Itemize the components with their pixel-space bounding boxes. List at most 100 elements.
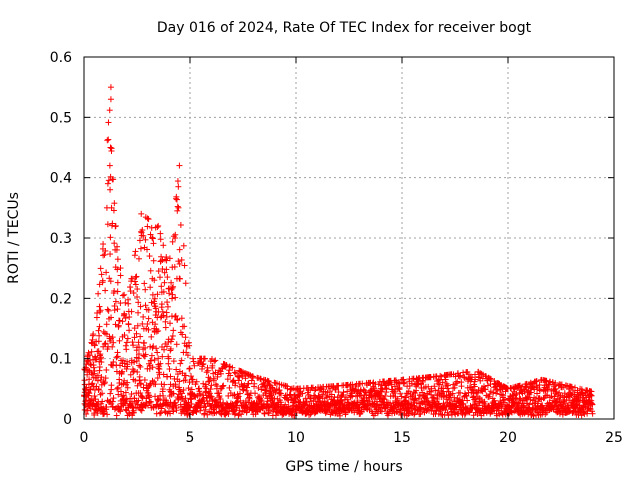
data-point bbox=[145, 326, 152, 333]
data-point bbox=[121, 291, 128, 298]
data-point bbox=[155, 327, 162, 334]
data-point bbox=[128, 391, 135, 398]
data-point bbox=[158, 253, 165, 260]
data-point bbox=[109, 220, 116, 227]
data-point bbox=[176, 162, 183, 169]
data-point bbox=[149, 291, 156, 298]
data-point bbox=[140, 232, 147, 239]
data-point bbox=[130, 409, 137, 416]
data-point bbox=[91, 342, 98, 349]
data-point bbox=[146, 362, 153, 369]
data-point bbox=[139, 320, 146, 327]
data-point bbox=[85, 367, 92, 374]
data-point bbox=[172, 312, 179, 319]
data-point bbox=[106, 162, 113, 169]
data-point bbox=[97, 265, 104, 272]
data-point bbox=[90, 331, 97, 338]
data-point bbox=[167, 345, 174, 352]
data-point bbox=[169, 285, 176, 292]
data-point bbox=[150, 257, 157, 264]
data-point bbox=[177, 360, 184, 367]
data-point bbox=[109, 334, 116, 341]
data-point bbox=[105, 307, 112, 314]
data-point bbox=[135, 255, 142, 262]
data-point bbox=[91, 411, 98, 418]
data-point bbox=[169, 332, 176, 339]
data-point bbox=[149, 235, 156, 242]
data-point bbox=[94, 310, 101, 317]
data-point bbox=[136, 237, 143, 244]
data-point bbox=[166, 366, 173, 373]
data-point bbox=[137, 363, 144, 370]
data-point bbox=[92, 396, 99, 403]
data-point bbox=[99, 390, 106, 397]
data-point bbox=[126, 314, 133, 321]
data-point bbox=[153, 328, 160, 335]
data-point bbox=[235, 377, 242, 384]
data-point bbox=[170, 327, 177, 334]
y-tick-labels: 0 0.1 0.2 0.3 0.4 0.5 0.6 bbox=[50, 50, 72, 428]
data-point bbox=[98, 359, 105, 366]
data-point bbox=[163, 257, 170, 264]
data-point bbox=[137, 245, 144, 252]
data-point bbox=[120, 380, 127, 387]
data-point bbox=[131, 278, 138, 285]
data-point bbox=[142, 286, 149, 293]
y-tick-label: 0 bbox=[63, 412, 72, 428]
data-point bbox=[162, 318, 169, 325]
data-point bbox=[126, 327, 133, 334]
data-point bbox=[90, 370, 97, 377]
data-point bbox=[166, 290, 173, 297]
data-point bbox=[139, 393, 146, 400]
data-point bbox=[113, 412, 120, 419]
data-point bbox=[157, 236, 164, 243]
y-tick-label: 0.2 bbox=[50, 291, 72, 307]
data-point bbox=[91, 393, 98, 400]
data-point bbox=[100, 252, 107, 259]
data-point bbox=[124, 363, 131, 370]
data-point bbox=[169, 295, 176, 302]
data-point bbox=[162, 324, 169, 331]
data-point bbox=[134, 382, 141, 389]
data-point bbox=[114, 256, 121, 263]
data-point bbox=[123, 365, 130, 372]
data-point bbox=[147, 231, 154, 238]
data-point bbox=[170, 283, 177, 290]
data-point bbox=[175, 258, 182, 265]
data-point bbox=[173, 341, 180, 348]
data-point bbox=[107, 144, 114, 151]
data-point bbox=[149, 364, 156, 371]
data-point bbox=[110, 176, 117, 183]
data-point bbox=[117, 408, 124, 415]
x-tick-label: 20 bbox=[499, 430, 517, 446]
data-point bbox=[103, 366, 110, 373]
data-point bbox=[114, 306, 121, 313]
data-point bbox=[106, 275, 113, 282]
data-point bbox=[111, 240, 118, 247]
data-point bbox=[150, 240, 157, 247]
data-point bbox=[148, 357, 155, 364]
data-point bbox=[144, 402, 151, 409]
data-point bbox=[151, 277, 158, 284]
data-point bbox=[163, 343, 170, 350]
data-point bbox=[132, 274, 139, 281]
data-point bbox=[117, 388, 124, 395]
data-point bbox=[123, 339, 130, 346]
data-point bbox=[156, 366, 163, 373]
data-point bbox=[154, 349, 161, 356]
data-point bbox=[226, 384, 233, 391]
data-point bbox=[135, 397, 142, 404]
data-point bbox=[86, 352, 93, 359]
data-point bbox=[144, 223, 151, 230]
data-point bbox=[124, 379, 131, 386]
data-point bbox=[141, 376, 148, 383]
data-point bbox=[164, 274, 171, 281]
data-point bbox=[86, 376, 93, 383]
data-point bbox=[141, 339, 148, 346]
data-point bbox=[95, 327, 102, 334]
data-point bbox=[172, 294, 179, 301]
data-point bbox=[113, 354, 120, 361]
data-point bbox=[104, 221, 111, 228]
data-point bbox=[148, 299, 155, 306]
data-point bbox=[152, 393, 159, 400]
